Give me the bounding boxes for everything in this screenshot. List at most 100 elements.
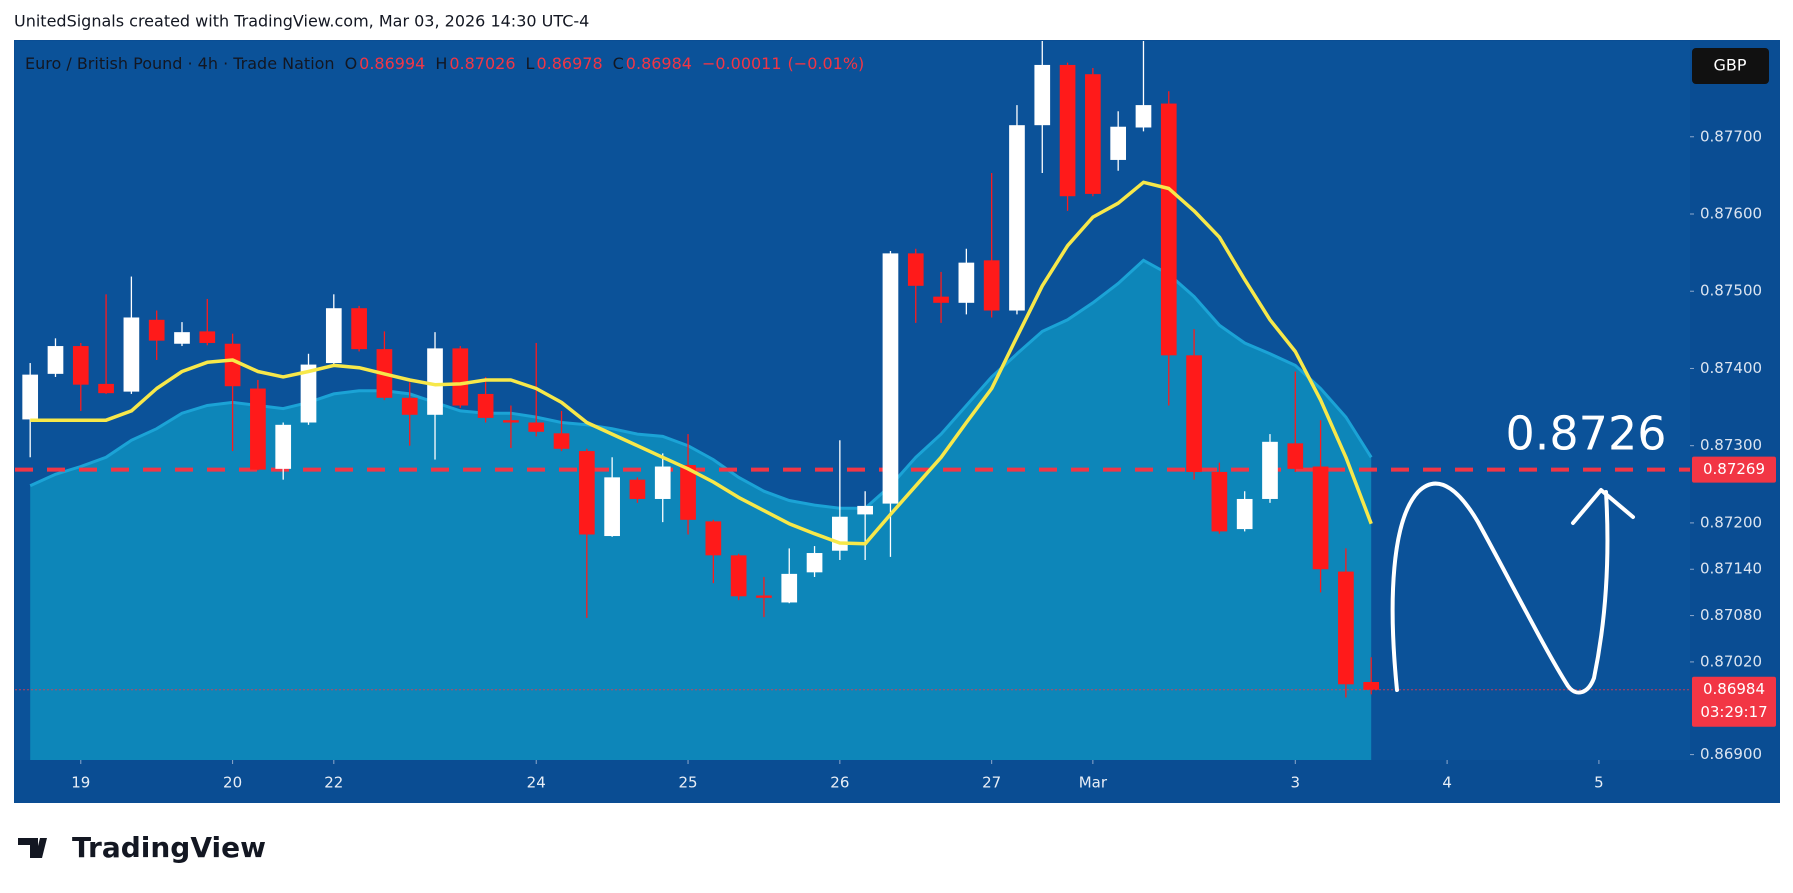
x-tick-label: 27 bbox=[982, 774, 1001, 792]
x-tick-label: 19 bbox=[71, 774, 90, 792]
x-tick-label: 5 bbox=[1594, 774, 1604, 792]
candle-body bbox=[1312, 466, 1329, 570]
candle-body bbox=[1338, 571, 1354, 685]
candle-body bbox=[1059, 64, 1076, 197]
x-tick-label: Mar bbox=[1079, 774, 1108, 792]
legend-field-label: L bbox=[526, 54, 535, 73]
legend-change: −0.00011 bbox=[702, 54, 782, 73]
candle-body bbox=[1287, 443, 1304, 469]
candle-body bbox=[1135, 105, 1152, 128]
candle-body bbox=[654, 466, 671, 499]
y-tick-label: 0.87600 bbox=[1700, 204, 1762, 222]
legend-field-value: 0.86984 bbox=[626, 54, 692, 73]
logo-icon bbox=[18, 838, 47, 858]
price-tag-label: 0.87269 bbox=[1703, 460, 1765, 478]
x-tick-label: 26 bbox=[830, 774, 849, 792]
y-tick-label: 0.86900 bbox=[1700, 745, 1762, 763]
candle-body bbox=[503, 420, 519, 423]
candle-body bbox=[250, 388, 266, 470]
candle-body bbox=[401, 397, 418, 415]
candle-body bbox=[123, 317, 140, 392]
candle-body bbox=[553, 433, 570, 449]
x-tick-label: 22 bbox=[324, 774, 343, 792]
x-tick-label: 25 bbox=[678, 774, 697, 792]
currency-button[interactable] bbox=[1692, 48, 1769, 84]
candle-body bbox=[756, 595, 772, 598]
candle-body bbox=[806, 553, 823, 573]
y-tick-label: 0.87700 bbox=[1700, 127, 1762, 145]
candle-body bbox=[174, 332, 190, 344]
candle-body bbox=[958, 262, 975, 303]
candle-body bbox=[452, 348, 469, 406]
y-tick-label: 0.87200 bbox=[1700, 513, 1762, 531]
axes: 0.86900 0.87020 0.87080 0.87140 0.87200 0.873… bbox=[71, 127, 1776, 792]
candle-body bbox=[47, 346, 64, 374]
legend: Euro / British Pound · 4h · Trade Nation… bbox=[25, 54, 864, 73]
candle-body bbox=[604, 477, 620, 537]
y-tick-label: 0.87300 bbox=[1700, 436, 1762, 454]
y-tick-label: 0.87400 bbox=[1700, 359, 1762, 377]
candle-body bbox=[1186, 355, 1202, 472]
candle-body bbox=[832, 516, 848, 551]
last-price-tag bbox=[1692, 676, 1776, 727]
legend-field-label: C bbox=[613, 54, 624, 73]
candle-body bbox=[578, 451, 595, 535]
candle-body bbox=[22, 374, 39, 420]
candle-body bbox=[857, 505, 873, 515]
header-text: UnitedSignals created with TradingView.c… bbox=[14, 12, 589, 31]
moving-average bbox=[30, 180, 1373, 546]
x-tick-label: 20 bbox=[223, 774, 242, 792]
candle-body bbox=[629, 479, 646, 499]
candle-body bbox=[427, 348, 443, 415]
candle-body bbox=[1262, 441, 1278, 499]
price-tag bbox=[1692, 456, 1776, 483]
countdown-label: 03:29:17 bbox=[1700, 703, 1767, 721]
candle-body bbox=[1160, 103, 1177, 356]
candle-body bbox=[351, 308, 367, 350]
candle-body bbox=[1034, 64, 1051, 126]
y-tick-label: 0.87020 bbox=[1700, 652, 1762, 670]
brand-name: TradingView bbox=[72, 831, 266, 864]
y-tick-label: 0.87140 bbox=[1700, 560, 1762, 578]
currency-label[interactable]: GBP bbox=[1713, 56, 1746, 75]
candle-body bbox=[705, 521, 722, 556]
candle-body bbox=[983, 260, 1000, 311]
candle-body bbox=[781, 573, 798, 603]
candle-body bbox=[1211, 471, 1228, 532]
arrow-head bbox=[1571, 488, 1635, 525]
candle-body bbox=[1009, 125, 1025, 311]
y-tick-label: 0.87500 bbox=[1700, 282, 1762, 300]
candle-body bbox=[933, 296, 949, 303]
candle-body bbox=[1110, 126, 1127, 160]
legend-symbol: Euro / British Pound · 4h · Trade Nation bbox=[25, 54, 335, 73]
candle-body bbox=[1085, 74, 1101, 194]
candle-body bbox=[199, 331, 216, 343]
x-tick-label: 4 bbox=[1442, 774, 1452, 792]
ma-area bbox=[30, 260, 1372, 760]
candle-body bbox=[1236, 498, 1253, 530]
legend-change-pct: (−0.01%) bbox=[788, 54, 865, 73]
candle-body bbox=[1363, 681, 1380, 690]
candle-body bbox=[730, 555, 747, 597]
candle-body bbox=[325, 308, 342, 364]
candle-body bbox=[275, 424, 292, 469]
candle-body bbox=[72, 346, 89, 385]
legend-field-value: 0.87026 bbox=[449, 54, 515, 73]
wave-path bbox=[1390, 481, 1610, 695]
candle-body bbox=[680, 464, 696, 520]
brand-logo: TradingView bbox=[18, 831, 266, 864]
candle-body bbox=[98, 383, 114, 394]
legend-field-value: 0.86978 bbox=[536, 54, 602, 73]
candle-body bbox=[224, 343, 241, 387]
x-tick-label: 24 bbox=[527, 774, 546, 792]
candles bbox=[22, 41, 1380, 698]
legend-field-value: 0.86994 bbox=[359, 54, 425, 73]
legend-field-label: H bbox=[435, 54, 447, 73]
candle-body bbox=[882, 253, 899, 504]
price-lines bbox=[15, 467, 1690, 691]
y-tick-label: 0.87080 bbox=[1700, 606, 1762, 624]
x-tick-label: 3 bbox=[1291, 774, 1301, 792]
legend-field-label: O bbox=[345, 54, 358, 73]
